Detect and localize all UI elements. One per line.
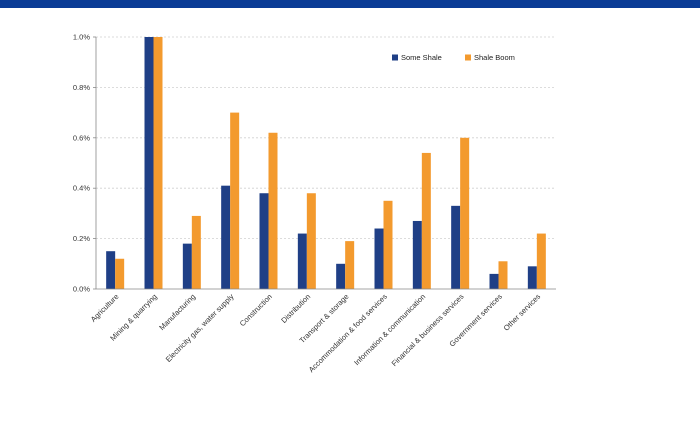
header-band [0, 0, 700, 8]
bar-some-shale [297, 233, 307, 289]
x-tick-label: Financial & business services [390, 292, 466, 368]
x-tick-label: Manufacturing [157, 292, 197, 332]
x-tick-label: Other services [502, 292, 543, 333]
x-tick-label: Accommodation & food services [307, 292, 389, 374]
bar-shale-boom [345, 241, 355, 289]
bars [106, 37, 546, 289]
bar-shale-boom [115, 258, 125, 289]
y-tick-label: 0.4% [73, 184, 90, 193]
x-tick-label: Agriculture [89, 292, 121, 324]
y-tick-label: 1.0% [73, 33, 90, 42]
legend: Some Shale Shale Boom [392, 53, 515, 62]
bar-some-shale [489, 273, 499, 289]
legend-label: Some Shale [401, 53, 442, 62]
x-tick-label: Distribution [279, 292, 312, 325]
bar-some-shale [374, 228, 384, 289]
gridlines [96, 36, 556, 240]
y-axis: 0.0% 0.2% 0.4% 0.6% 0.8% 1.0% [73, 33, 97, 294]
bar-some-shale [259, 193, 269, 289]
bar-shale-boom [153, 37, 163, 289]
bar-shale-boom [383, 200, 393, 289]
bar-shale-boom [460, 137, 470, 289]
y-tick-label: 0.0% [73, 285, 90, 294]
bar-shale-boom [536, 233, 546, 289]
bar-shale-boom [306, 193, 316, 289]
y-tick-label: 0.2% [73, 234, 90, 243]
bar-shale-boom [421, 152, 431, 289]
bar-shale-boom [191, 215, 201, 289]
bar-some-shale [336, 263, 346, 289]
bar-some-shale [412, 220, 422, 289]
legend-label: Shale Boom [474, 53, 515, 62]
y-tick-label: 0.8% [73, 83, 90, 92]
x-tick-label: Construction [238, 292, 274, 328]
bar-some-shale [106, 251, 116, 289]
y-tick-label: 0.6% [73, 133, 90, 142]
bar-some-shale [221, 185, 231, 289]
x-tick-label: Electricity gas, water supply [164, 292, 236, 364]
bar-some-shale [182, 243, 192, 289]
legend-swatch [465, 54, 471, 61]
legend-swatch [392, 54, 398, 61]
bar-some-shale [451, 205, 461, 289]
bar-some-shale [527, 266, 537, 289]
bar-some-shale [144, 37, 154, 289]
x-tick-label: Information & communication [352, 292, 427, 367]
bar-shale-boom [230, 112, 240, 289]
bar-shale-boom [268, 132, 278, 289]
bar-shale-boom [498, 261, 508, 289]
